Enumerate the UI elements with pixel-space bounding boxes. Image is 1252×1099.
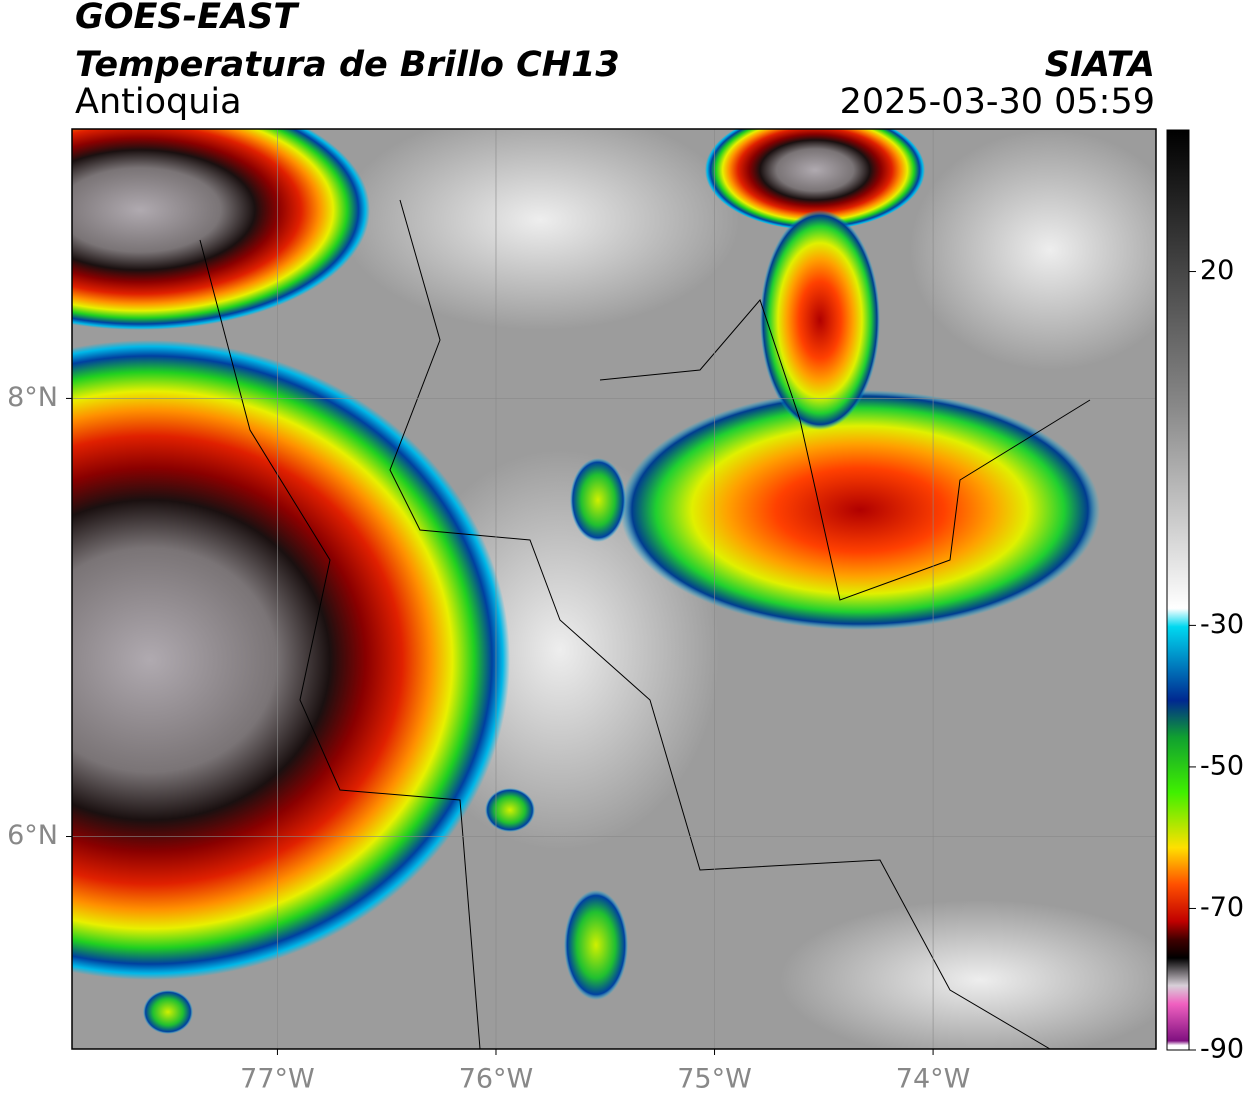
colorbar-tick-label: -30 <box>1200 609 1244 640</box>
storm <box>72 340 510 980</box>
border <box>389 199 1051 1049</box>
x-tick-label: 76°W <box>459 1064 534 1095</box>
storm <box>72 129 370 330</box>
cell <box>143 990 193 1034</box>
colorbar-tick-label: 20 <box>1200 255 1234 286</box>
subtitle: Temperatura de Brillo CH13 <box>75 45 620 85</box>
border <box>199 239 481 1049</box>
x-tick-label: 77°W <box>240 1064 315 1095</box>
datetime: 2025-03-30 05:59 <box>840 82 1155 122</box>
storm <box>620 390 1100 630</box>
colorbar-tick-label: -70 <box>1200 892 1244 923</box>
cell <box>564 890 628 1000</box>
source: SIATA <box>1045 45 1155 85</box>
bright-area <box>910 130 1156 370</box>
title: GOES-EAST <box>75 0 300 37</box>
border <box>599 299 1091 601</box>
cell <box>570 458 626 542</box>
cell <box>485 788 535 832</box>
region: Antioquia <box>75 82 242 122</box>
map-frame <box>71 128 1157 1050</box>
bright-area <box>780 900 1156 1049</box>
colorbar-tick-label: -90 <box>1200 1034 1244 1065</box>
colorbar-tick-label: -50 <box>1200 750 1244 781</box>
y-tick-label: 6°N <box>7 820 58 851</box>
y-tick-label: 8°N <box>7 382 58 413</box>
storm <box>760 210 880 430</box>
x-tick-label: 74°W <box>896 1064 971 1095</box>
x-tick-label: 75°W <box>677 1064 752 1095</box>
satellite-image <box>72 129 1156 1049</box>
colorbar <box>1166 129 1190 1051</box>
bright-area <box>340 129 740 330</box>
storm <box>705 129 925 230</box>
grid <box>72 129 1156 1049</box>
